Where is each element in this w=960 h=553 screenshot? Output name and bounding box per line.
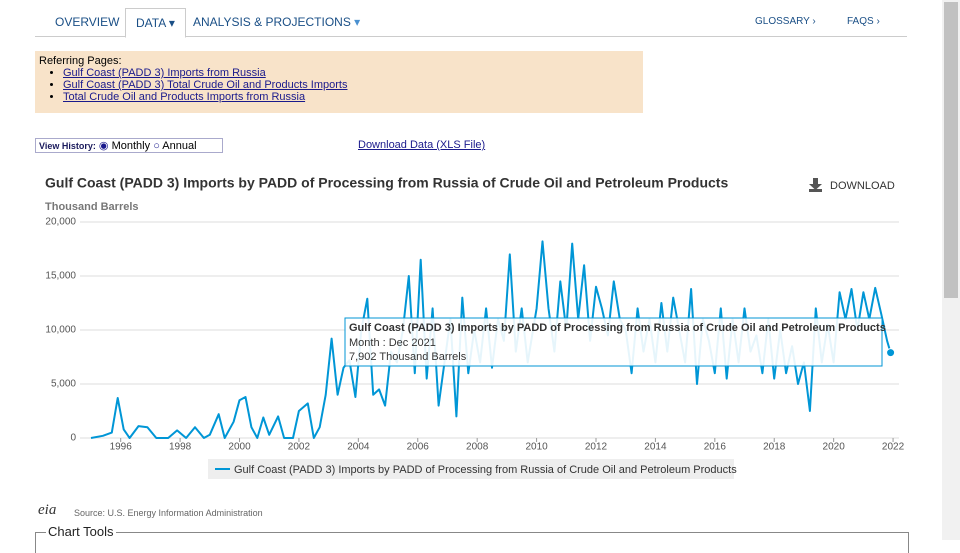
ref-link[interactable]: Total Crude Oil and Products Imports fro… (63, 91, 306, 103)
x-tick-label: 2000 (228, 442, 251, 453)
x-tick-label: 1998 (169, 442, 192, 453)
x-tick-label: 2012 (585, 442, 608, 453)
scroll-thumb[interactable] (944, 2, 958, 298)
tooltip-title: Gulf Coast (PADD 3) Imports by PADD of P… (349, 322, 886, 334)
ref-list: Gulf Coast (PADD 3) Imports from Russia … (35, 67, 643, 103)
x-tick-label: 2002 (288, 442, 311, 453)
nav-bar: OVERVIEW DATA ▾ ANALYSIS & PROJECTIONS ▾… (35, 8, 907, 38)
radio-option[interactable]: Annual (162, 140, 197, 152)
chart-tools: Chart Tools (35, 524, 909, 553)
x-tick-label: 2008 (466, 442, 489, 453)
tooltip: Gulf Coast (PADD 3) Imports by PADD of P… (344, 317, 886, 367)
nav-tab[interactable]: ANALYSIS & PROJECTIONS ▾ (193, 15, 361, 29)
page: OVERVIEW DATA ▾ ANALYSIS & PROJECTIONS ▾… (0, 0, 960, 540)
tab-label: DATA (136, 16, 166, 30)
download-icon (809, 178, 822, 192)
logo: eia (38, 502, 57, 518)
chart-tools-label[interactable]: Chart Tools (46, 524, 116, 539)
tooltip-box (344, 317, 883, 367)
radio-option[interactable]: Monthly (111, 140, 151, 152)
tooltip-value: 7,902 Thousand Barrels (349, 351, 467, 363)
source: Source: U.S. Energy Information Administ… (74, 508, 263, 518)
x-tick-label: 2018 (763, 442, 786, 453)
faqs-link[interactable]: FAQS › (847, 16, 880, 27)
y-tick-label: 0 (70, 433, 76, 444)
vh-label: View History: (39, 141, 96, 151)
legend-box (208, 459, 734, 479)
x-tick-label: 2010 (525, 442, 548, 453)
tab-label: ANALYSIS & PROJECTIONS (193, 15, 351, 29)
view-history: View History: ◉ Monthly ○ Annual (35, 138, 223, 153)
chart-title: Gulf Coast (PADD 3) Imports by PADD of P… (45, 175, 728, 191)
y-tick-label: 15,000 (45, 271, 76, 282)
glossary-link[interactable]: GLOSSARY › (755, 16, 816, 27)
tooltip-month: Month : Dec 2021 (349, 337, 436, 349)
y-tick-label: 10,000 (45, 325, 76, 336)
y-tick-label: 20,000 (45, 217, 76, 228)
x-tick-label: 2004 (347, 442, 370, 453)
y-axis-label: Thousand Barrels (45, 201, 139, 213)
highlight-point (886, 348, 896, 358)
x-tick-label: 2022 (882, 442, 905, 453)
nav-tab[interactable]: OVERVIEW (55, 15, 120, 29)
x-tick-label: 2016 (704, 442, 727, 453)
chart: Gulf Coast (PADD 3) Imports by PADD of P… (45, 175, 905, 479)
nav-tab[interactable]: DATA ▾ (125, 8, 186, 38)
x-tick-label: 1996 (110, 442, 133, 453)
download-data-link[interactable]: Download Data (XLS File) (358, 139, 486, 151)
x-tick-label: 2006 (407, 442, 430, 453)
ref-link[interactable]: Gulf Coast (PADD 3) Imports from Russia (63, 67, 266, 79)
x-tick-label: 2014 (644, 442, 667, 453)
ref-link[interactable]: Gulf Coast (PADD 3) Total Crude Oil and … (63, 79, 348, 91)
ref-heading: Referring Pages: (39, 55, 122, 67)
legend-label[interactable]: Gulf Coast (PADD 3) Imports by PADD of P… (234, 464, 737, 476)
y-tick-label: 5,000 (51, 379, 76, 390)
x-tick-label: 2020 (823, 442, 846, 453)
download-button[interactable]: DOWNLOAD (830, 180, 895, 192)
referring-pages: Referring Pages: Gulf Coast (PADD 3) Imp… (35, 51, 643, 113)
